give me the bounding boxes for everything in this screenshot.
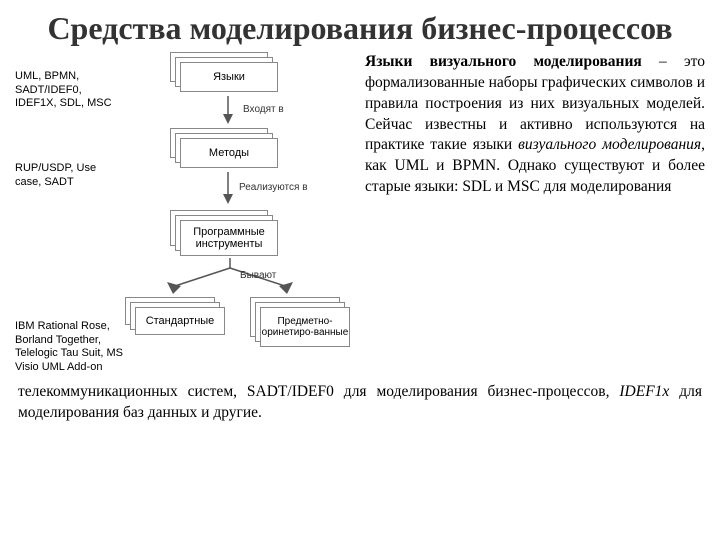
paragraph-main: Языки визуального моделирования – это фо… — [365, 52, 705, 198]
bottom-1: телекоммуникационных систем, SADT/IDEF0 … — [18, 383, 619, 400]
arrow-down-icon — [221, 172, 235, 204]
diagram: UML, BPMN, SADT/IDEF0, IDEF1X, SDL, MSC … — [15, 52, 355, 382]
card-languages: Языки — [180, 62, 278, 92]
arrow-label-2: Реализуются в — [239, 182, 308, 193]
paragraph-bottom: телекоммуникационных систем, SADT/IDEF0 … — [0, 382, 720, 424]
side-label-tools: IBM Rational Rose, Borland Together, Tel… — [15, 320, 125, 375]
content-row: UML, BPMN, SADT/IDEF0, IDEF1X, SDL, MSC … — [0, 52, 720, 382]
diagram-column: UML, BPMN, SADT/IDEF0, IDEF1X, SDL, MSC … — [15, 52, 355, 382]
italic-1: визуального моделирования — [518, 136, 701, 153]
arrow-down-icon — [221, 96, 235, 124]
page-title: Средства моделирования бизнес-процессов — [0, 0, 720, 52]
card-standard: Стандартные — [135, 307, 225, 335]
card-domain: Предметно-оринетиро-ванные — [260, 307, 350, 347]
bold-lead: Языки визуального моделирования — [365, 53, 642, 70]
branch-arrows-icon — [145, 258, 315, 298]
side-label-methods: RUP/USDP, Use case, SADT — [15, 162, 125, 190]
arrow-label-3: Бывают — [240, 270, 276, 281]
side-label-languages: UML, BPMN, SADT/IDEF0, IDEF1X, SDL, MSC — [15, 70, 125, 111]
card-methods: Методы — [180, 138, 278, 168]
italic-2: IDEF1x — [619, 383, 669, 400]
text-column: Языки визуального моделирования – это фо… — [355, 52, 705, 382]
card-tools: Программные инструменты — [180, 220, 278, 256]
arrow-label-1: Входят в — [243, 104, 284, 115]
